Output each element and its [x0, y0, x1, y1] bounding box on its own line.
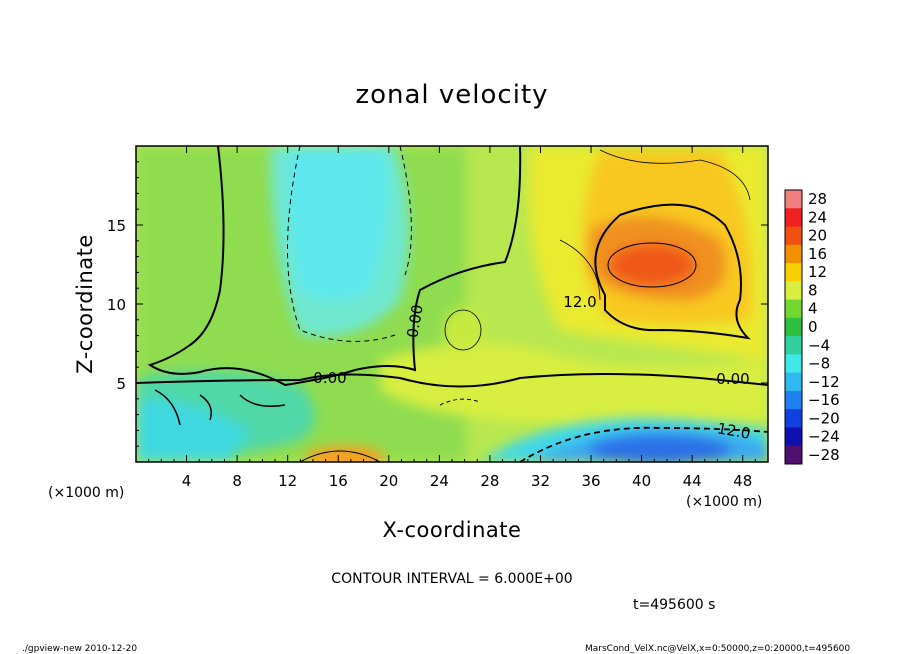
velocity-field: [136, 146, 768, 462]
colorbar-swatch: [785, 281, 802, 301]
colorbar-swatch: [785, 263, 802, 282]
contour-twelve-upper: [594, 203, 751, 340]
y-axis: 5 10 15: [107, 161, 768, 447]
colorbar-frame: [784, 189, 803, 465]
contour-labels: 0.00 0.00 0.00 12.0 12.0: [313, 293, 752, 443]
y-tick-label: 10: [107, 296, 126, 314]
contour-label-4: 12.0: [563, 293, 596, 311]
contour-zero-wiggles: [154, 389, 286, 426]
x-tick-label: 44: [683, 472, 702, 490]
x-tick-label: 48: [733, 472, 752, 490]
field-small-bump: [443, 308, 483, 352]
colorbar-swatch: [785, 354, 802, 374]
colorbar-label: 24: [808, 208, 827, 226]
x-tick-label: 8: [232, 472, 242, 490]
colorbar-swatch: [785, 208, 802, 228]
x-unit-label-left: (×1000 m): [48, 485, 124, 501]
contour-label-3: 0.00: [716, 370, 749, 388]
field-lower-max: [305, 446, 385, 462]
contour-lower-max: [299, 450, 381, 462]
contour-negative-small: [439, 398, 481, 406]
colorbar-swatch: [785, 226, 802, 246]
contour-zero-left: [147, 146, 522, 387]
contour-bump: [444, 309, 482, 351]
contour-eighteen: [607, 242, 697, 288]
contour-label-2: 0.00: [313, 369, 346, 387]
contour-thin-six: [559, 149, 751, 301]
x-unit-label-right: (×1000 m): [686, 494, 762, 510]
x-tick-label: 40: [632, 472, 651, 490]
x-tick-label: 4: [182, 472, 192, 490]
colorbar-swatch: [785, 445, 802, 465]
x-tick-label: 20: [379, 472, 398, 490]
x-tick-label: 16: [329, 472, 348, 490]
x-tick-label: 32: [531, 472, 550, 490]
x-tick-label: 36: [581, 472, 600, 490]
x-tick-label: 12: [278, 472, 297, 490]
contour-label-5: 12.0: [716, 419, 752, 443]
field-lower-left-cyan: [136, 399, 250, 462]
colorbar-swatch: [785, 190, 802, 209]
colorbar-label: −4: [808, 336, 830, 354]
colorbar-label: −8: [808, 355, 830, 373]
footer-left: ./gpview-new 2010-12-20: [22, 644, 137, 654]
contour-negative-upper: [287, 146, 412, 342]
contour-zero-middle: [136, 373, 768, 388]
contour-negative-twelve: [519, 426, 768, 462]
colorbar-label: 28: [808, 190, 827, 208]
y-axis-label: Z-coordinate: [73, 234, 97, 374]
colorbar-label: −16: [808, 391, 840, 409]
field-cyan-core: [288, 146, 388, 300]
colorbar-label: −12: [808, 373, 840, 391]
colorbar-label: 12: [808, 263, 827, 281]
x-axis-label: X-coordinate: [383, 518, 522, 542]
colorbar-label: 20: [808, 227, 827, 245]
time-label: t=495600 s: [633, 597, 715, 613]
colorbar-label: −20: [808, 409, 840, 427]
plot-area: [136, 146, 768, 462]
contour-interval-text: CONTOUR INTERVAL = 6.000E+00: [331, 571, 572, 587]
colorbar-swatch: [785, 317, 802, 337]
x-tick-label: 24: [430, 472, 449, 490]
colorbar-label: 0: [808, 318, 818, 336]
colorbar-label: −24: [808, 428, 840, 446]
colorbar-label: 8: [808, 281, 818, 299]
colorbar-swatch: [785, 390, 802, 410]
field-max-core: [610, 245, 694, 285]
colorbar-swatch: [785, 427, 802, 447]
colorbar-swatch: [785, 336, 802, 355]
x-tick-label: 28: [480, 472, 499, 490]
field-yellow-band: [380, 343, 768, 425]
colorbar-label: 16: [808, 245, 827, 263]
colorbar-swatch: [785, 299, 802, 319]
colorbar-label: −28: [808, 446, 840, 464]
y-tick-label: 15: [107, 217, 126, 235]
chart-title: zonal velocity: [355, 80, 548, 110]
footer-right: MarsCond_VelX.nc@VelX,x=0:50000,z=0:2000…: [585, 644, 850, 654]
contour-lines: [136, 146, 768, 462]
colorbar-swatch: [785, 244, 802, 264]
colorbar-swatch: [785, 372, 802, 392]
contour-label-1: 0.00: [403, 303, 427, 339]
colorbar-swatch: [785, 409, 802, 428]
colorbar-label: 4: [808, 300, 818, 318]
field-min-core: [590, 436, 730, 462]
x-axis: 4 8 12 16 20 24 28 32 36 40 44 48: [148, 146, 756, 490]
y-tick-label: 5: [116, 375, 126, 393]
